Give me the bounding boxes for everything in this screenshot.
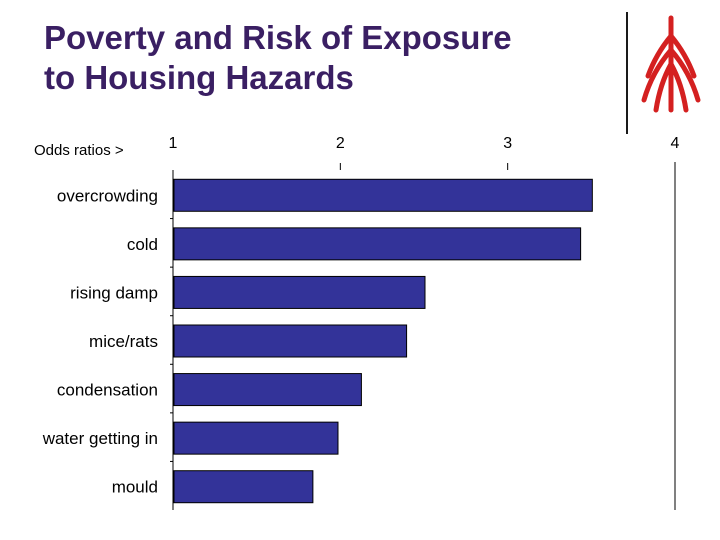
category-label: mould <box>112 478 158 497</box>
axis-caption: Odds ratios > <box>34 142 124 159</box>
bar-condensation <box>173 373 362 407</box>
chart-axes <box>170 162 676 510</box>
header-divider <box>626 12 628 134</box>
x-tick-label: 2 <box>336 135 345 152</box>
red-tree-logo-icon <box>641 15 701 113</box>
bar-mould <box>173 470 314 504</box>
category-label: overcrowding <box>57 186 158 205</box>
bars <box>173 178 593 504</box>
bar-overcrowding <box>173 178 593 212</box>
slide-title-line-1: Poverty and Risk of Exposure <box>44 19 512 56</box>
category-labels: overcrowding cold rising damp mice/rats cond… <box>42 186 158 496</box>
category-label: condensation <box>57 381 158 400</box>
category-label: mice/rats <box>89 332 158 351</box>
slide-title-line-2: to Housing Hazards <box>44 59 354 96</box>
category-label: rising damp <box>70 283 158 302</box>
x-tick-label: 1 <box>169 135 178 152</box>
bar-cold <box>173 227 582 261</box>
bar-mice-rats <box>173 324 408 358</box>
x-tick-labels: 1 2 3 4 <box>169 135 680 170</box>
category-label: water getting in <box>42 429 158 448</box>
bar-water-getting-in <box>173 421 339 455</box>
bar-rising-damp <box>173 275 426 309</box>
x-tick-label: 4 <box>671 135 680 152</box>
x-tick-label: 3 <box>503 135 512 152</box>
category-label: cold <box>127 235 158 254</box>
slide-title: Poverty and Risk of Exposure to Housing … <box>44 18 614 98</box>
